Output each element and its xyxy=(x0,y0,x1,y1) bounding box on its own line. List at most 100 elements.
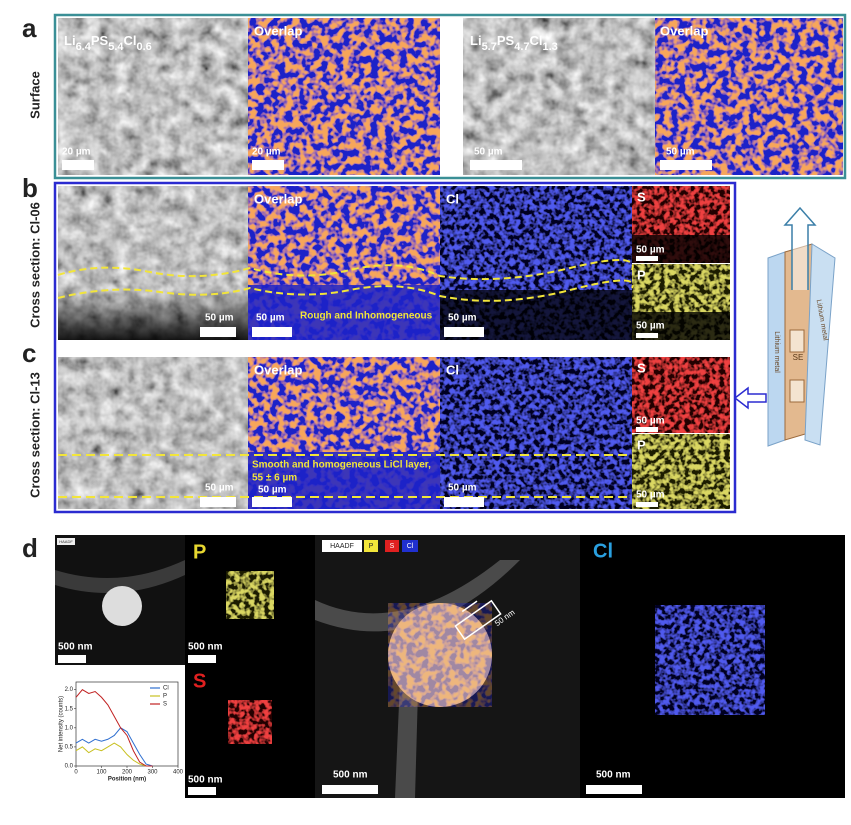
legend-box xyxy=(322,540,362,552)
series-line xyxy=(75,688,153,767)
image-title: Overlap xyxy=(254,362,302,377)
scale-bar xyxy=(636,256,658,261)
scale-label: 500 nm xyxy=(333,770,368,781)
image-title: Overlap xyxy=(660,23,708,38)
scale-bar xyxy=(200,497,236,507)
particle-map xyxy=(226,571,274,619)
y-axis-label: Net intensity (counts) xyxy=(59,696,65,752)
annotation: Rough and Inhomogeneous xyxy=(300,311,433,322)
image-title: Overlap xyxy=(254,191,302,206)
scale-bar xyxy=(636,427,658,432)
scale-label: 500 nm xyxy=(58,642,93,653)
layer-label: SE xyxy=(793,353,804,362)
panel-label: d xyxy=(22,533,38,563)
scale-bar xyxy=(470,160,522,170)
image-title: P xyxy=(637,267,646,282)
sem-image xyxy=(58,357,248,509)
annotation: 55 ± 6 µm xyxy=(252,473,297,484)
scale-bar xyxy=(636,502,658,507)
row-label: Surface xyxy=(27,71,42,119)
scan-box xyxy=(454,599,502,641)
particle-texture xyxy=(388,603,492,707)
formula: Li5.7PS4.7Cl1.3 xyxy=(470,33,558,52)
scale-label: 50 µm xyxy=(205,313,234,324)
scale-label: 50 µm xyxy=(205,483,234,494)
scale-label: 20 µm xyxy=(252,147,281,158)
image-title: P xyxy=(637,437,646,452)
scale-label: 50 µm xyxy=(636,416,665,427)
y-tick-label: 2.0 xyxy=(65,687,74,693)
particle xyxy=(789,329,805,353)
s-map xyxy=(632,357,730,433)
y-tick-label: 0.5 xyxy=(65,744,74,750)
scale-label: 50 µm xyxy=(256,313,285,324)
overlap-image xyxy=(248,18,440,175)
scale-label: 500 nm xyxy=(596,770,631,781)
p-map xyxy=(632,434,730,509)
scale-label: 500 nm xyxy=(188,775,223,786)
scale-bar xyxy=(252,160,284,170)
particle xyxy=(102,586,142,626)
scale-bar xyxy=(252,327,292,337)
lithium-layer xyxy=(804,243,836,446)
annotation: Smooth and homogeneous LiCl layer, xyxy=(252,460,431,471)
series-line xyxy=(75,727,153,767)
tag-label: HAADF xyxy=(59,539,73,544)
scale-label: 50 µm xyxy=(666,147,695,158)
scan-arrow xyxy=(461,600,478,613)
panel-label: a xyxy=(22,13,37,43)
particle-map xyxy=(228,700,272,744)
support-film xyxy=(395,680,418,798)
scale-label: 50 µm xyxy=(636,490,665,501)
scale-bar xyxy=(188,655,216,663)
panel-frame xyxy=(53,13,847,180)
image-title: Overlap xyxy=(254,23,302,38)
image-title: S xyxy=(637,360,646,375)
particle-map xyxy=(655,605,765,715)
sem-image xyxy=(58,18,248,175)
support-film xyxy=(315,560,520,632)
scale-bar xyxy=(252,497,292,507)
tag xyxy=(57,538,75,545)
image-title: Cl xyxy=(446,191,459,206)
image-title: P xyxy=(193,541,206,563)
layer-label: Lithium metal xyxy=(773,331,780,373)
formula: Li6.4PS5.4Cl0.6 xyxy=(64,33,152,52)
image-title: Cl xyxy=(593,540,613,562)
scale-label: 50 µm xyxy=(258,485,287,496)
sem-image xyxy=(463,18,655,175)
legend-box xyxy=(385,540,399,552)
image-title: Cl xyxy=(446,362,459,377)
x-axis-label: Position (nm) xyxy=(108,777,146,783)
legend-label: P xyxy=(163,694,167,700)
scale-bar xyxy=(660,160,712,170)
cl-map xyxy=(440,357,632,509)
row-label: Cross section: Cl-13 xyxy=(27,372,42,498)
scale-bar xyxy=(444,327,484,337)
legend-label: HAADF xyxy=(330,543,354,550)
scale-bar xyxy=(444,497,484,507)
panel-frame xyxy=(53,181,737,514)
y-tick-label: 1.0 xyxy=(65,725,74,731)
legend-label: Cl xyxy=(163,686,169,692)
overlap-image xyxy=(655,18,843,175)
cell-schematic: Lithium metal SE Lithium metal xyxy=(733,206,836,447)
legend-label: S xyxy=(163,702,167,708)
scale-bar xyxy=(200,327,236,337)
arrow xyxy=(733,386,767,410)
y-tick-label: 1.5 xyxy=(65,706,74,712)
scale-label: 50 µm xyxy=(636,321,665,332)
interface-line xyxy=(57,279,634,302)
scale-label: 20 µm xyxy=(62,147,91,158)
scale-bar xyxy=(586,785,642,794)
panel-label: c xyxy=(22,338,36,368)
panel-label: b xyxy=(22,173,38,203)
image-title: S xyxy=(193,670,206,692)
scale-bar xyxy=(188,787,216,795)
support-film xyxy=(55,560,185,593)
x-tick-label: 0 xyxy=(74,770,78,776)
row-label: Cross section: Cl-06 xyxy=(27,202,42,328)
scale-label: 500 nm xyxy=(188,642,223,653)
legend-label: P xyxy=(369,543,374,550)
